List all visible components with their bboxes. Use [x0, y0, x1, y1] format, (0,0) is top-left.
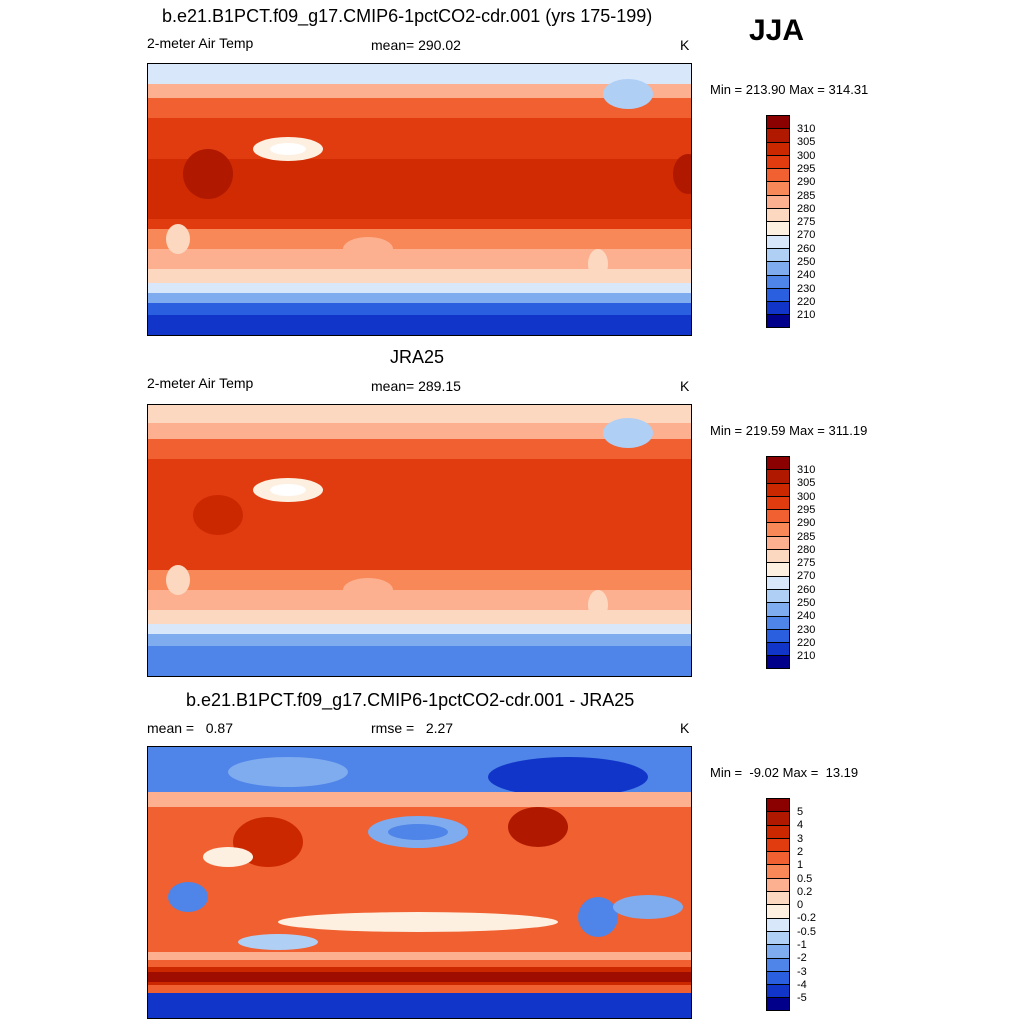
cbar-label: 210: [797, 650, 816, 663]
cbar-label: 300: [797, 149, 816, 162]
panel-3-title: b.e21.B1PCT.f09_g17.CMIP6-1pctCO2-cdr.00…: [186, 690, 635, 710]
cbar-label: 0.2: [797, 885, 813, 898]
panel-2-title: JRA25: [390, 347, 445, 367]
cbar-label: 250: [797, 256, 816, 268]
cbar-label: 310: [797, 123, 816, 135]
panel-2-minmax-label: Min = 219.59 Max = 311.19: [710, 423, 868, 438]
cbar-label: 260: [797, 583, 816, 596]
cbar-label: 290: [797, 517, 816, 530]
cbar-label: 220: [797, 295, 816, 308]
panel-1-variable-label: 2-meter Air Temp: [147, 35, 254, 51]
cbar-label: 280: [797, 543, 816, 556]
cbar-label: 210: [797, 309, 816, 322]
cbar-label: -4: [797, 978, 807, 991]
cbar-label: 230: [797, 282, 816, 295]
cbar-label: 285: [797, 189, 816, 202]
panel-1-map: [147, 63, 692, 336]
cbar-label: 260: [797, 242, 816, 255]
cbar-label: -0.2: [797, 912, 816, 925]
cbar-label: 5: [797, 806, 804, 818]
cbar-label: 220: [797, 636, 816, 649]
cbar-label: 270: [797, 229, 816, 242]
cbar-label: 275: [797, 216, 816, 229]
cbar-label: 1: [797, 859, 804, 872]
cbar-label: 300: [797, 490, 816, 503]
cbar-label: 0.5: [797, 872, 813, 885]
cbar-label: -2: [797, 952, 807, 965]
cbar-label: -1: [797, 939, 807, 951]
cbar-label: 280: [797, 202, 816, 215]
cbar-label: 275: [797, 557, 816, 570]
panel-1-minmax-label: Min = 213.90 Max = 314.31: [710, 82, 869, 97]
season-label: JJA: [749, 14, 805, 47]
cbar-label: 0: [797, 899, 804, 912]
cbar-label: 310: [797, 464, 816, 476]
cbar-label: 3: [797, 832, 804, 845]
panel-1-colorbar: [766, 115, 790, 328]
panel-2-colorbar: [766, 456, 790, 669]
cbar-label: 230: [797, 623, 816, 636]
panel-3-colorbar: [766, 798, 790, 1011]
cbar-label: -0.5: [797, 925, 816, 938]
cbar-label: 305: [797, 477, 816, 490]
panel-3-units-label: K: [680, 720, 690, 736]
cbar-label: 4: [797, 819, 804, 832]
panel-3-rmse-label: rmse = 2.27: [371, 720, 454, 736]
cbar-label: 295: [797, 162, 816, 175]
panel-3-map: [147, 746, 692, 1019]
cbar-label: 240: [797, 610, 816, 623]
cbar-label: 2: [797, 845, 804, 858]
panel-2-units-label: K: [680, 378, 690, 394]
panel-3-minmax-label: Min = -9.02 Max = 13.19: [710, 765, 859, 780]
panel-3-mean-label: mean = 0.87: [147, 720, 234, 736]
cbar-label: 285: [797, 530, 816, 543]
cbar-label: 305: [797, 136, 816, 149]
cbar-label: 270: [797, 570, 816, 583]
panel-2-map: [147, 404, 692, 677]
cbar-label: -3: [797, 965, 807, 978]
cbar-label: 295: [797, 503, 816, 516]
panel-1-units-label: K: [680, 37, 690, 53]
cbar-label: 240: [797, 269, 816, 282]
cbar-label: 250: [797, 597, 816, 609]
panel-1-title: b.e21.B1PCT.f09_g17.CMIP6-1pctCO2-cdr.00…: [162, 6, 653, 26]
cbar-label: 290: [797, 176, 816, 189]
panel-2-mean-label: mean= 289.15: [371, 378, 461, 394]
panel-1-mean-label: mean= 290.02: [371, 37, 461, 53]
cbar-label: -5: [797, 992, 807, 1005]
panel-2-variable-label: 2-meter Air Temp: [147, 375, 254, 391]
